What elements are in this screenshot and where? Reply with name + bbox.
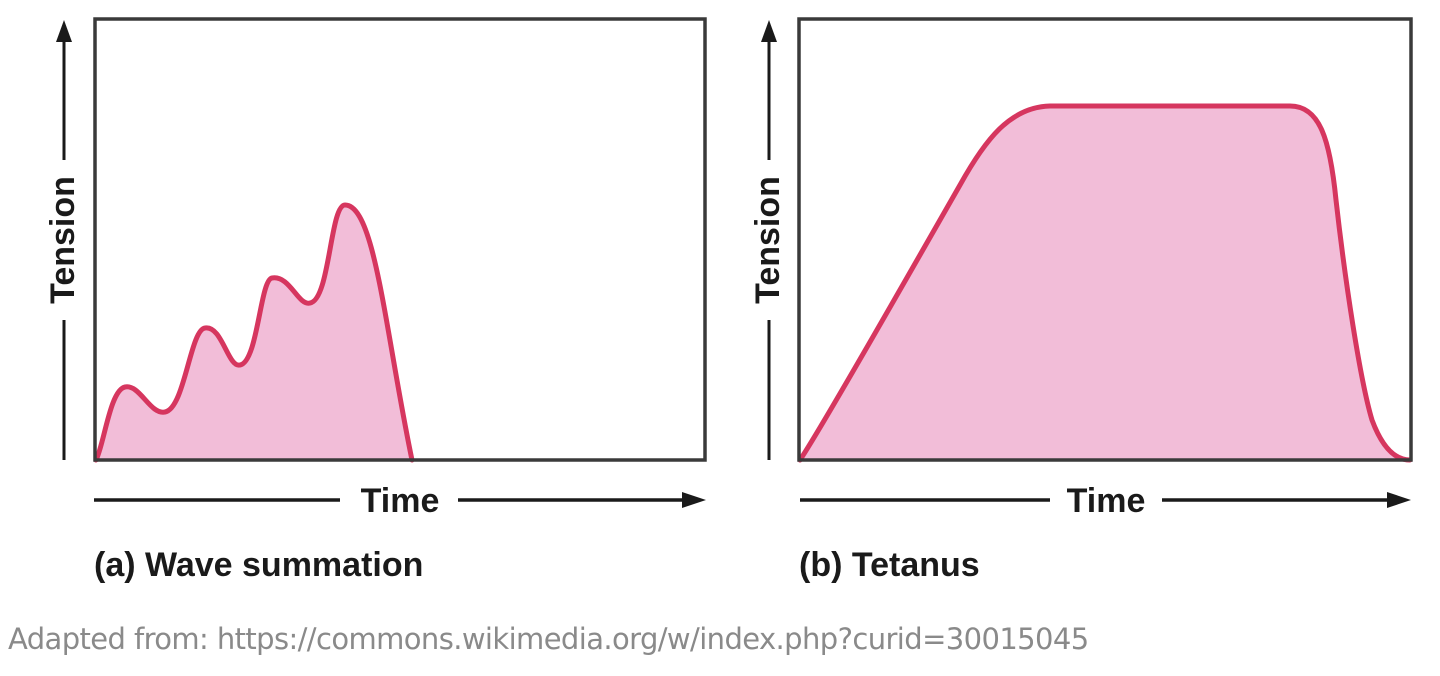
y-axis-arrow: [761, 20, 777, 460]
plot-frame: [797, 17, 1413, 462]
y-axis-label: Tension: [44, 176, 82, 304]
arrow-up-icon: [56, 20, 72, 42]
wave-summation-curve: [93, 202, 415, 463]
x-axis-label: Time: [361, 482, 440, 520]
x-axis-arrow: [800, 492, 1411, 508]
panel-tetanus: Tension Time (b) Tetanus: [749, 17, 1413, 584]
y-axis-label: Tension: [749, 176, 787, 304]
arrow-up-icon: [761, 20, 777, 42]
arrow-right-icon: [682, 492, 706, 508]
plot-frame: [93, 17, 707, 462]
tetanus-area: [800, 106, 1410, 460]
panel-caption: (b) Tetanus: [799, 546, 980, 584]
wave-summation-area: [96, 205, 412, 460]
arrow-right-icon: [1387, 492, 1411, 508]
y-axis-arrow: [56, 20, 72, 460]
tetanus-curve: [797, 103, 1413, 463]
panel-caption: (a) Wave summation: [94, 546, 423, 584]
x-axis-arrow: [94, 492, 706, 508]
x-axis-label: Time: [1067, 482, 1146, 520]
panel-wave-summation: Tension Time (a) Wave summation: [44, 17, 707, 584]
source-attribution: Adapted from: https://commons.wikimedia.…: [8, 622, 1089, 656]
